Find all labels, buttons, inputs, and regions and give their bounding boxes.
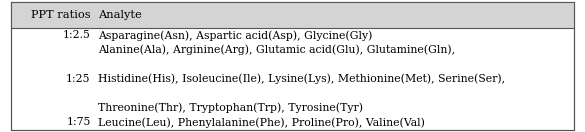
Text: Leucine(Leu), Phenylalanine(Phe), Proline(Pro), Valine(Val): Leucine(Leu), Phenylalanine(Phe), Prolin… [98, 117, 425, 128]
Text: 1:2.5: 1:2.5 [63, 30, 91, 40]
Text: Analyte: Analyte [98, 10, 142, 20]
Text: 1:25: 1:25 [66, 74, 91, 84]
Text: Histidine(His), Isoleucine(Ile), Lysine(Lys), Methionine(Met), Serine(Ser),: Histidine(His), Isoleucine(Ile), Lysine(… [98, 74, 505, 84]
Text: Threonine(Thr), Tryptophan(Trp), Tyrosine(Tyr): Threonine(Thr), Tryptophan(Trp), Tyrosin… [98, 103, 363, 113]
Text: PPT ratios: PPT ratios [31, 10, 91, 20]
Bar [11, 2, 574, 28]
Text: Alanine(Ala), Arginine(Arg), Glutamic acid(Glu), Glutamine(Gln),: Alanine(Ala), Arginine(Arg), Glutamic ac… [98, 45, 455, 55]
Text: Asparagine(Asn), Aspartic acid(Asp), Glycine(Gly): Asparagine(Asn), Aspartic acid(Asp), Gly… [98, 30, 373, 41]
Text: 1:75: 1:75 [66, 117, 91, 127]
